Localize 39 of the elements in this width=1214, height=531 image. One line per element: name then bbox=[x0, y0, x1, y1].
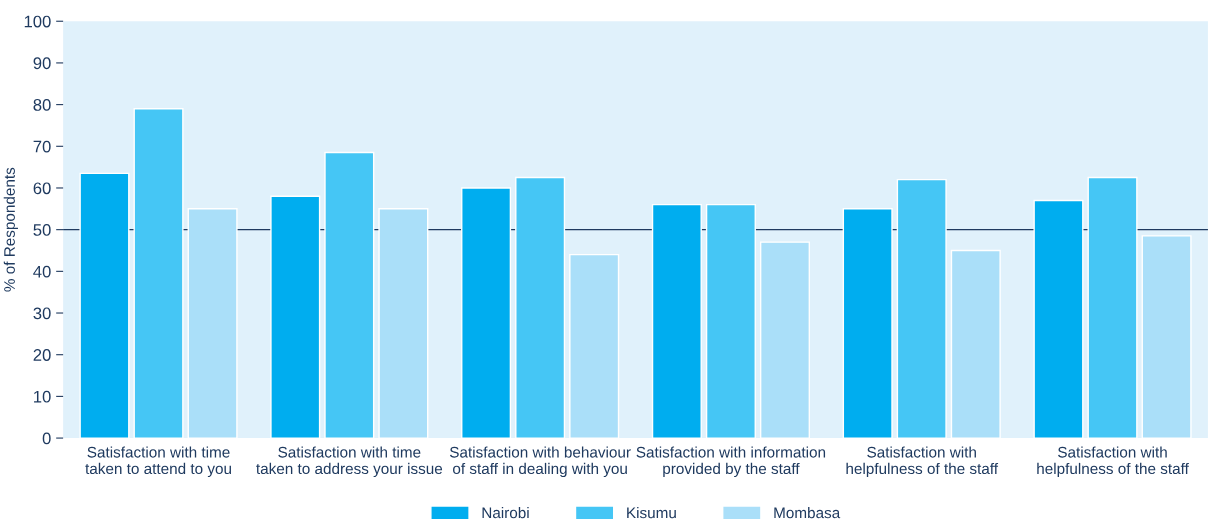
y-tick-label: 70 bbox=[33, 140, 51, 153]
x-tick-label: Satisfaction with time taken to address your issue bbox=[256, 446, 443, 478]
x-tick-label: Satisfaction with time taken to attend to you bbox=[85, 446, 231, 478]
y-tick-label: 100 bbox=[24, 15, 51, 28]
bar bbox=[1141, 235, 1192, 439]
bar bbox=[569, 253, 620, 439]
y-tick-label: 20 bbox=[33, 349, 51, 361]
y-axis-title: % of Respondents bbox=[3, 167, 18, 292]
bar bbox=[461, 187, 512, 439]
y-tick-label: 60 bbox=[33, 182, 51, 195]
bar bbox=[896, 178, 947, 439]
bar bbox=[79, 172, 130, 439]
bar bbox=[1033, 199, 1084, 439]
y-tick-label: 30 bbox=[33, 307, 51, 320]
y-tick-label: 90 bbox=[33, 57, 51, 70]
x-tick-label: Satisfaction with helpfulness of the staff bbox=[846, 446, 999, 478]
x-tick-label: Satisfaction with information provided by the staff bbox=[636, 446, 826, 478]
bar bbox=[187, 208, 238, 439]
bar bbox=[1087, 176, 1138, 439]
x-tick-label: Satisfaction with helpfulness of the staff bbox=[1037, 446, 1189, 478]
y-tick-label: 50 bbox=[33, 224, 51, 236]
bar bbox=[950, 249, 1001, 439]
y-tick-label: 10 bbox=[34, 390, 51, 403]
y-tick-label: 40 bbox=[33, 265, 51, 278]
bar bbox=[705, 203, 756, 439]
bar bbox=[324, 151, 375, 439]
legend-label: Mombasa bbox=[774, 507, 841, 519]
bar bbox=[842, 208, 893, 439]
legend-label: Nairobi bbox=[482, 507, 529, 519]
bar bbox=[378, 208, 429, 439]
bar bbox=[515, 176, 566, 439]
y-tick-label: 0 bbox=[42, 432, 51, 445]
bar bbox=[651, 203, 702, 439]
y-tick-label: 80 bbox=[33, 99, 51, 111]
bar bbox=[133, 108, 184, 439]
legend-label: Kisumu bbox=[627, 507, 676, 519]
bar bbox=[759, 241, 811, 439]
x-tick-label: Satisfaction with behaviour of staff in dealing with you bbox=[449, 446, 631, 478]
bar bbox=[270, 195, 321, 439]
